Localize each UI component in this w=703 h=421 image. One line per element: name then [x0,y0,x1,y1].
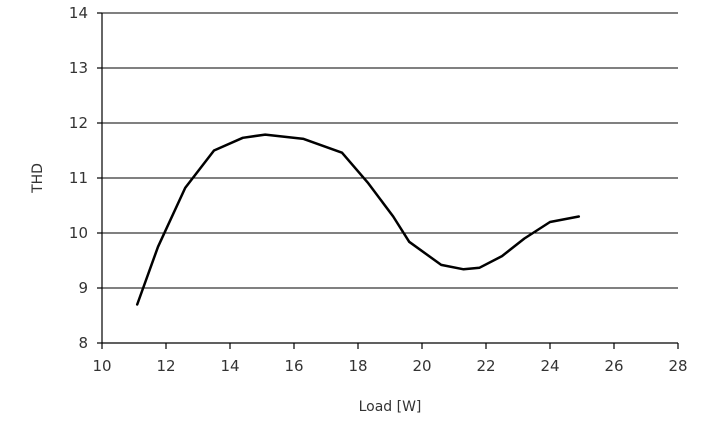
x-tick-label-16: 16 [284,357,303,375]
series-line-0 [135,133,581,306]
y-tick-label-14: 14 [69,4,88,22]
x-tick-label-20: 20 [412,357,431,375]
x-tick-label-24: 24 [540,357,559,375]
x-tick-label-28: 28 [668,357,687,375]
y-axis-title: THD [30,163,46,194]
x-tick-label-14: 14 [220,357,239,375]
y-tick-label-8: 8 [78,334,88,352]
y-tick-label-12: 12 [69,114,88,132]
x-tick-label-22: 22 [476,357,495,375]
x-tick-label-10: 10 [92,357,111,375]
y-tick-label-9: 9 [78,279,88,297]
x-tick-label-18: 18 [348,357,367,375]
tick-labels: 8 9 10 11 12 13 14 10 12 14 16 18 20 22 24 26 28 [69,4,688,375]
y-tick-label-13: 13 [69,59,88,77]
x-tick-label-26: 26 [604,357,623,375]
x-tick-label-12: 12 [156,357,175,375]
x-axis-title: Load [W] [359,399,422,415]
y-tick-label-10: 10 [69,224,88,242]
grid [102,12,678,289]
axes [97,12,679,349]
y-tick-label-11: 11 [69,169,88,187]
series [135,133,581,306]
